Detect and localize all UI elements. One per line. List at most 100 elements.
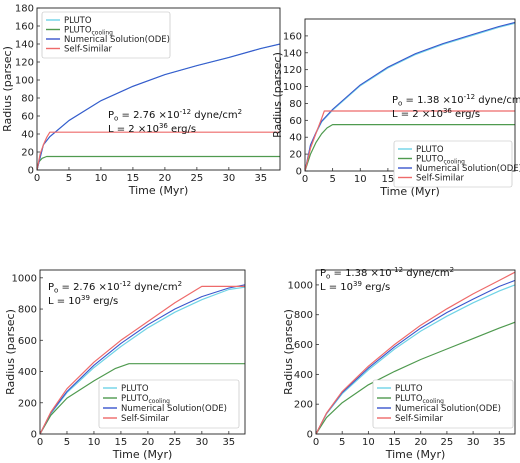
x-tick-label: 15	[382, 174, 395, 185]
y-tick-label: 0	[307, 430, 313, 441]
chart-panel-4: 0 5 10 15 20 25 30 35 0 200 400 600 800 1000 Time (Myr…	[282, 266, 516, 461]
legend-label: Self-Similar	[64, 45, 113, 55]
x-tick-label: 10	[362, 437, 375, 448]
y-tick-label: 120	[15, 58, 34, 69]
annotation-line-2: L = 2 ×1036 erg/s	[108, 122, 196, 135]
x-tick-label: 5	[64, 437, 70, 448]
y-tick-label: 800	[294, 310, 313, 321]
y-axis-label: Radius (parsec)	[4, 309, 17, 395]
x-tick-label: 25	[169, 437, 182, 448]
x-tick-label: 25	[191, 173, 204, 184]
y-tick-label: 140	[15, 40, 34, 51]
legend-box	[41, 11, 171, 59]
series-group	[305, 21, 515, 171]
legend-label: PLUTO	[64, 16, 92, 26]
legend-box	[98, 379, 240, 429]
x-tick-label: 0	[302, 174, 308, 185]
x-tick-label: 5	[329, 174, 335, 185]
y-tick-label: 140	[283, 48, 302, 59]
legend-label: Numerical Solution(ODE)	[395, 404, 501, 414]
series-line-3	[37, 43, 280, 170]
series-line-2	[305, 123, 515, 171]
x-tick-label: 10	[95, 173, 108, 184]
annotation-line-1: Po = 1.38 ×10-12 dyne/cm2​	[320, 266, 454, 281]
y-tick-label: 40	[21, 130, 34, 141]
x-tick-label: 20	[142, 437, 155, 448]
x-tick-label: 25	[441, 437, 454, 448]
y-tick-label: 80	[21, 94, 34, 105]
x-tick-label: 15	[115, 437, 128, 448]
plot-frame	[315, 269, 516, 435]
series-group	[40, 284, 245, 434]
chart-panel-3: 0 5 10 15 20 25 30 35 0 200 400 600 800 1000 Time (Myr…	[4, 269, 246, 461]
x-tick-label: 5	[66, 173, 72, 184]
y-tick-label: 100	[283, 82, 302, 93]
y-tick-label: 160	[15, 22, 34, 33]
series-line-4	[305, 110, 515, 171]
y-tick-label: 0	[31, 430, 37, 441]
x-tick-label: 20	[159, 173, 172, 184]
y-tick-label: 20	[21, 148, 34, 159]
legend-label: Self-Similar	[121, 414, 170, 424]
legend-label: PLUTO	[121, 384, 149, 394]
plot-frame	[36, 7, 281, 171]
annotation-line-1: Po = 2.76 ×10-12 dyne/cm2​	[48, 280, 182, 295]
plot-frame	[39, 269, 246, 435]
annotation-line-2: L = 1039 erg/s	[48, 294, 118, 307]
x-axis-label: Time (Myr)	[385, 448, 446, 461]
annotation-line-2: L = 2 ×1036 erg/s	[392, 107, 480, 120]
x-tick-label: 30	[222, 173, 235, 184]
y-tick-label: 800	[18, 305, 37, 316]
x-axis-label: Time (Myr)	[112, 448, 173, 461]
legend-box	[372, 379, 514, 429]
y-tick-label: 200	[18, 398, 37, 409]
x-axis-label: Time (Myr)	[379, 185, 440, 198]
legend-label: Numerical Solution(ODE)	[64, 35, 170, 45]
annotation-line-2: L = 1039 erg/s	[320, 280, 390, 293]
y-tick-label: 60	[21, 112, 34, 123]
series-line-3	[40, 284, 245, 434]
y-tick-label: 400	[18, 367, 37, 378]
y-tick-label: 1000	[288, 280, 313, 291]
annotation-line-1: Po = 2.76 ×10-12 dyne/cm2​	[108, 108, 242, 123]
series-line-2	[37, 155, 280, 170]
x-tick-label: 30	[195, 437, 208, 448]
chart-panel-1: 0 5 10 15 20 25 30 35 0 20 40 60 80 100 120 140 160 180 Ti…	[1, 4, 281, 197]
legend-label: PLUTOcooling​	[395, 394, 444, 405]
y-axis-label: Radius (parsec)	[271, 52, 284, 138]
series-line-4	[37, 131, 280, 170]
x-tick-label: 10	[88, 437, 101, 448]
series-group	[316, 271, 515, 434]
legend-label: PLUTOcooling​	[121, 394, 170, 405]
y-tick-label: 160	[283, 31, 302, 42]
legend-label: PLUTOcooling​	[416, 155, 465, 166]
series-group	[37, 43, 280, 170]
legend-label: PLUTO	[416, 145, 444, 155]
series-line-2	[40, 363, 245, 434]
x-tick-label: 20	[414, 437, 427, 448]
x-tick-label: 0	[34, 173, 40, 184]
x-tick-label: 10	[354, 174, 367, 185]
y-tick-label: 20	[289, 150, 302, 161]
series-line-1	[40, 286, 245, 434]
x-tick-label: 15	[127, 173, 140, 184]
legend-label: Numerical Solution(ODE)	[416, 164, 520, 174]
series-line-2	[316, 321, 515, 434]
y-tick-label: 40	[289, 133, 302, 144]
series-line-4	[316, 271, 515, 434]
y-tick-label: 1000	[12, 273, 37, 284]
legend-label: PLUTO	[395, 384, 423, 394]
x-tick-label: 15	[388, 437, 401, 448]
y-tick-label: 180	[15, 4, 34, 15]
legend-label: PLUTOcooling​	[64, 26, 113, 37]
x-tick-label: 35	[222, 437, 235, 448]
y-axis-label: Radius (parsec)	[282, 309, 295, 395]
y-tick-label: 400	[294, 370, 313, 381]
y-axis-label: Radius (parsec)	[1, 46, 14, 132]
x-tick-label: 35	[493, 437, 506, 448]
